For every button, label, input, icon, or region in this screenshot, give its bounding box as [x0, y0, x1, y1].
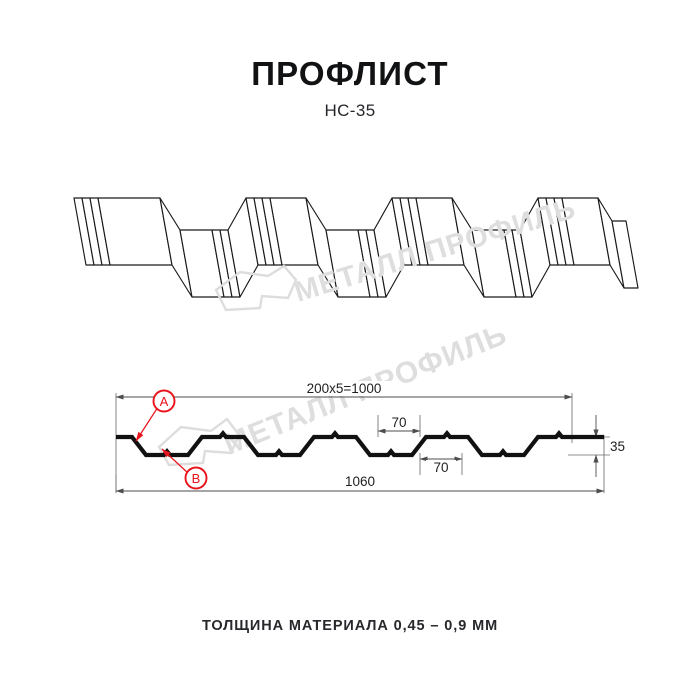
cross-section-drawing: 200x5=1000 70 70 1060: [90, 375, 630, 510]
callout-a-leader: [135, 406, 159, 442]
callout-b-label: B: [192, 471, 201, 486]
header: ПРОФЛИСТ НС-35: [0, 55, 700, 121]
dimension-label-profile-height: 35: [610, 439, 625, 454]
dimension-label-crest-width: 70: [391, 415, 406, 430]
sheet-corrugation-group: [73, 197, 639, 298]
dimension-text-backing: [296, 381, 392, 396]
end-face: [611, 220, 639, 289]
callout-b: B: [161, 448, 208, 490]
dimension-pitch-total: 200x5=1000: [115, 381, 573, 400]
product-model-subtitle: НС-35: [324, 101, 376, 120]
dimension-profile-height: 35: [593, 415, 625, 477]
dimension-text-backing: [426, 460, 456, 475]
callout-a-label: A: [160, 394, 169, 409]
perspective-drawing: [60, 180, 640, 320]
dimension-label-pitch-total: 200x5=1000: [307, 381, 382, 396]
page-title: ПРОФЛИСТ: [251, 55, 449, 92]
dimension-label-valley-width: 70: [433, 460, 448, 475]
dimension-crest-width: 70: [377, 415, 421, 434]
dimension-overall-width: 1060: [115, 474, 605, 494]
dimension-label-overall-width: 1060: [345, 474, 375, 489]
dimension-text-backing: [384, 415, 414, 429]
profile-path: [116, 429, 604, 458]
callout-a-circle: [152, 389, 176, 413]
footer: ТОЛЩИНА МАТЕРИАЛА 0,45 – 0,9 ММ: [0, 618, 700, 634]
dimension-text-backing: [336, 474, 384, 489]
perspective-svg: [73, 197, 639, 298]
profile-outline: [116, 429, 604, 458]
cross-section-svg: 200x5=1000 70 70 1060: [115, 381, 625, 494]
callout-a: A: [135, 389, 176, 442]
callout-b-circle: [184, 466, 208, 490]
callout-b-leader: [161, 448, 189, 474]
dimension-valley-width: 70: [419, 456, 463, 475]
crest-face: [97, 197, 173, 266]
material-thickness-label: ТОЛЩИНА МАТЕРИАЛА 0,45 – 0,9 ММ: [201, 618, 499, 634]
